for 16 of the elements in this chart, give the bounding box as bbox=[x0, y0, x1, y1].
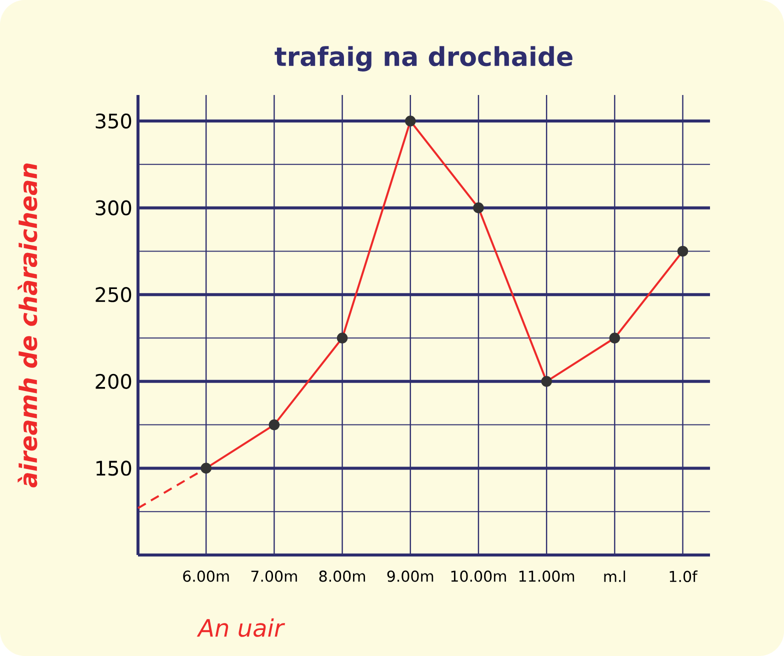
x-tick-label: 6.00m bbox=[183, 570, 229, 582]
y-tick-label: 300 bbox=[96, 200, 132, 216]
x-tick-label: 9.00m bbox=[387, 570, 434, 582]
x-tick-label: 1.0f bbox=[670, 570, 698, 582]
x-tick-label: 8.00m bbox=[319, 570, 365, 582]
chart-title: trafaig na drochaide bbox=[274, 46, 572, 72]
x-tick-label: 7.00m bbox=[251, 570, 297, 582]
x-tick-label: m.l bbox=[604, 570, 626, 582]
y-tick-label: 150 bbox=[96, 460, 132, 476]
y-tick-label: 250 bbox=[96, 287, 132, 302]
y-tick-label: 200 bbox=[96, 374, 132, 389]
x-axis-title: An uair bbox=[196, 618, 286, 637]
x-tick-label: 10.00m bbox=[451, 570, 506, 582]
x-tick-label: 11.00m bbox=[519, 570, 574, 582]
y-axis-title: àireamh de chàraichean bbox=[18, 164, 38, 488]
y-tick-label: 350 bbox=[96, 113, 132, 129]
